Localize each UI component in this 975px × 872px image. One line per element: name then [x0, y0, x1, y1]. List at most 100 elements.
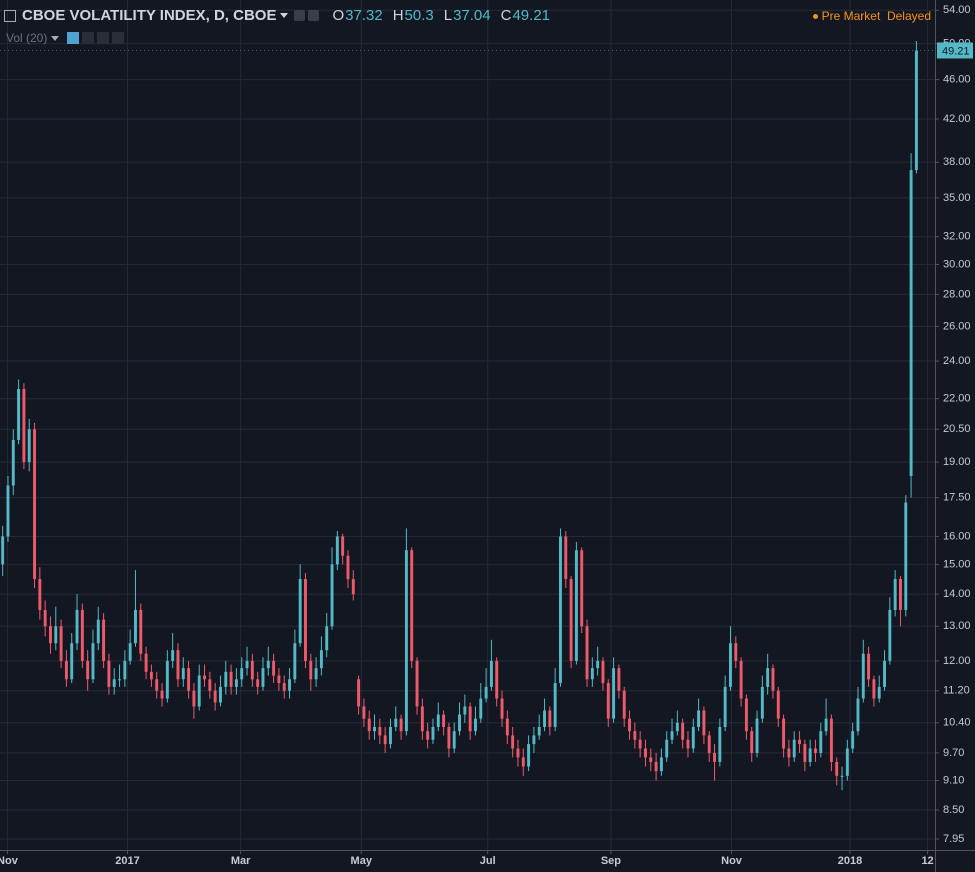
low-label: L — [443, 7, 453, 24]
y-tick-label: 46.00 — [943, 74, 971, 86]
candle-body — [888, 609, 892, 661]
y-tick-label: 35.00 — [943, 192, 971, 204]
candle-body — [675, 722, 679, 732]
settings-icon[interactable] — [308, 10, 320, 21]
candle-body — [91, 643, 95, 680]
candle-body — [489, 660, 493, 687]
candle-body — [224, 671, 228, 687]
symbol-icon[interactable] — [4, 9, 16, 22]
indicator-add[interactable] — [97, 32, 110, 44]
candle-body — [219, 686, 222, 703]
y-tick-label: 10.40 — [943, 717, 971, 729]
last-price-tag — [937, 42, 973, 59]
candle-body — [537, 726, 541, 736]
candle-body — [415, 660, 419, 707]
candle-body — [904, 502, 908, 610]
candle-body — [293, 643, 297, 680]
y-tick-label: 30.00 — [943, 258, 971, 270]
indicator-row: Vol (20) — [6, 31, 127, 45]
indicator-remove[interactable] — [112, 32, 125, 44]
y-tick-label: 38.00 — [943, 156, 971, 168]
y-tick-label: 17.50 — [943, 492, 971, 504]
candle-body — [282, 683, 286, 691]
high-value: 50.3 — [404, 7, 434, 24]
indicator-label[interactable]: Vol (20) — [6, 31, 48, 45]
x-tick-label: May — [351, 855, 373, 867]
candle-body — [580, 550, 584, 627]
candle-body — [893, 579, 897, 610]
candle-body — [304, 579, 307, 661]
candle-body — [792, 739, 796, 758]
candle-body — [803, 744, 807, 762]
visibility-icon[interactable] — [294, 10, 306, 21]
last-price-label: 49.21 — [942, 45, 970, 57]
candle-body — [543, 710, 546, 727]
candle-body — [851, 731, 855, 749]
candle-body — [649, 757, 653, 762]
open-value: 37.32 — [345, 7, 383, 24]
candle-body — [707, 735, 711, 753]
candle-body — [665, 739, 669, 758]
candle-body — [367, 718, 371, 732]
candle-body — [729, 643, 732, 687]
candle-body — [394, 718, 398, 727]
candle-body — [102, 619, 106, 661]
candle-body — [272, 660, 276, 676]
candle-body — [771, 668, 775, 691]
candle-body — [362, 706, 366, 719]
candle-body — [659, 757, 663, 772]
y-tick-label: 28.00 — [943, 288, 971, 300]
indicator-visibility[interactable] — [67, 32, 80, 44]
candle-body — [155, 679, 159, 691]
candle-body — [171, 650, 175, 661]
candle-body — [559, 536, 562, 684]
candle-body — [134, 609, 137, 644]
candle-body — [638, 739, 642, 749]
candle-body — [181, 668, 185, 680]
candle-body — [192, 690, 196, 707]
x-tick-label: Jul — [480, 855, 496, 867]
candle-body — [309, 660, 313, 680]
candle-body — [27, 429, 31, 463]
candle-body — [829, 718, 833, 762]
candle-body — [341, 536, 345, 556]
y-tick-label: 20.50 — [943, 423, 971, 435]
symbol-menu[interactable] — [280, 13, 289, 22]
candle-body — [750, 731, 754, 753]
candles — [1, 40, 918, 791]
x-tick-label: Nov — [0, 855, 19, 867]
status-dot — [812, 13, 818, 19]
candle-body — [766, 668, 770, 687]
x-tick-label: 2017 — [115, 855, 139, 867]
candle-body — [569, 579, 573, 661]
candle-body — [776, 690, 780, 719]
candle-body — [585, 626, 589, 680]
y-tick-label: 7.95 — [943, 833, 964, 845]
candle-body — [314, 668, 318, 680]
y-tick-label: 16.00 — [943, 530, 971, 542]
candle-body — [70, 643, 74, 680]
candle-body — [160, 690, 164, 699]
candle-body — [458, 714, 461, 732]
candle-body — [11, 439, 15, 486]
candle-body — [590, 668, 594, 680]
symbol-title[interactable]: CBOE VOLATILITY INDEX, D, CBOE — [22, 7, 277, 24]
candle-body — [96, 619, 100, 644]
y-tick-label: 19.00 — [943, 456, 971, 468]
candle-body — [22, 388, 26, 463]
candle-body — [824, 718, 828, 732]
candle-body — [213, 690, 217, 703]
candle-body — [845, 748, 849, 776]
y-tick-label: 11.20 — [943, 685, 970, 697]
indicator-menu[interactable] — [51, 35, 60, 45]
feed-status-text: Delayed — [886, 9, 931, 23]
candle-body — [883, 660, 886, 687]
candle-body — [474, 718, 477, 732]
candle-body — [835, 761, 839, 776]
candle-body — [691, 726, 695, 749]
candle-body — [739, 660, 743, 699]
candle-body — [240, 668, 244, 680]
x-tick-label: 12 — [921, 855, 933, 867]
candle-body — [734, 643, 738, 661]
indicator-settings[interactable] — [82, 32, 95, 44]
